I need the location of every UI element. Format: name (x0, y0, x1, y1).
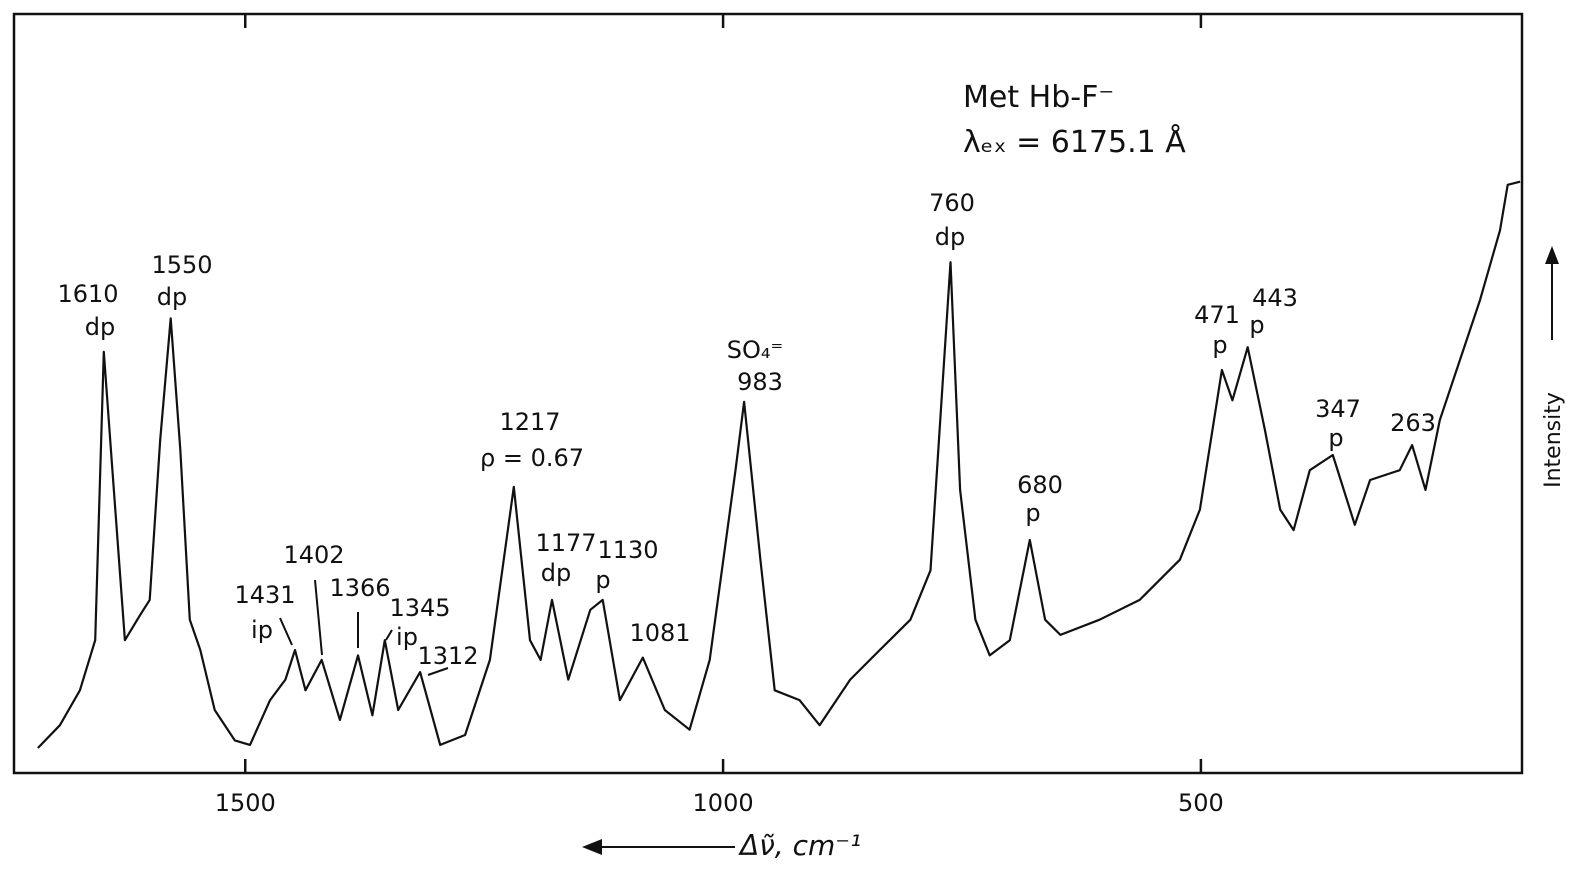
peak-label: ρ = 0.67 (480, 444, 584, 472)
peak-label: 1402 (283, 541, 344, 569)
peak-label: 1177 (535, 529, 596, 557)
peak-label: 1366 (329, 574, 390, 602)
peak-label: 263 (1390, 409, 1436, 437)
x-tick-label: 1500 (215, 789, 276, 817)
x-tick-label: 1000 (693, 789, 754, 817)
y-axis-arrowhead (1545, 246, 1559, 264)
peak-label: p (1025, 499, 1040, 527)
chart-subtitle: λₑₓ = 6175.1 Å (963, 124, 1186, 160)
peak-label: dp (85, 313, 115, 341)
x-tick-label: 500 (1178, 789, 1224, 817)
peak-label: p (1249, 311, 1264, 339)
peak-label: 983 (737, 368, 783, 396)
x-axis-label: Δν̃, cm⁻¹ (738, 829, 861, 862)
leader-line (279, 617, 293, 646)
leader-line (427, 667, 449, 676)
peak-label: 1610 (57, 280, 118, 308)
leader-lines (279, 579, 449, 676)
plot-frame (12, 12, 1524, 775)
peak-label: p (595, 566, 610, 594)
peak-label: dp (157, 283, 187, 311)
peak-label: dp (935, 223, 965, 251)
peak-label: 1345 (389, 594, 450, 622)
peak-label: 760 (929, 189, 975, 217)
peak-label: 1312 (417, 642, 478, 670)
peak-label: 443 (1252, 284, 1298, 312)
peak-label: ip (396, 623, 418, 651)
peak-label: ip (251, 616, 273, 644)
peak-label: SO₄⁼ (727, 336, 783, 364)
spectrum-line (37, 180, 1521, 749)
peak-label: 1130 (597, 536, 658, 564)
peak-label: 1081 (629, 619, 690, 647)
peak-label: 1217 (499, 408, 560, 436)
peak-label: 1431 (234, 581, 295, 609)
peak-label: 680 (1017, 471, 1063, 499)
x-axis-arrowhead (582, 839, 602, 855)
peak-label: dp (541, 559, 571, 587)
peak-label: 471 (1194, 301, 1240, 329)
peak-label: p (1328, 424, 1343, 452)
leader-line (385, 629, 393, 641)
y-axis-label: Intensity (1541, 392, 1566, 488)
peak-label: 1550 (151, 251, 212, 279)
peak-label: 347 (1315, 395, 1361, 423)
peak-label: p (1212, 331, 1227, 359)
chart-title: Met Hb-F⁻ (963, 80, 1114, 115)
leader-line (314, 579, 323, 656)
